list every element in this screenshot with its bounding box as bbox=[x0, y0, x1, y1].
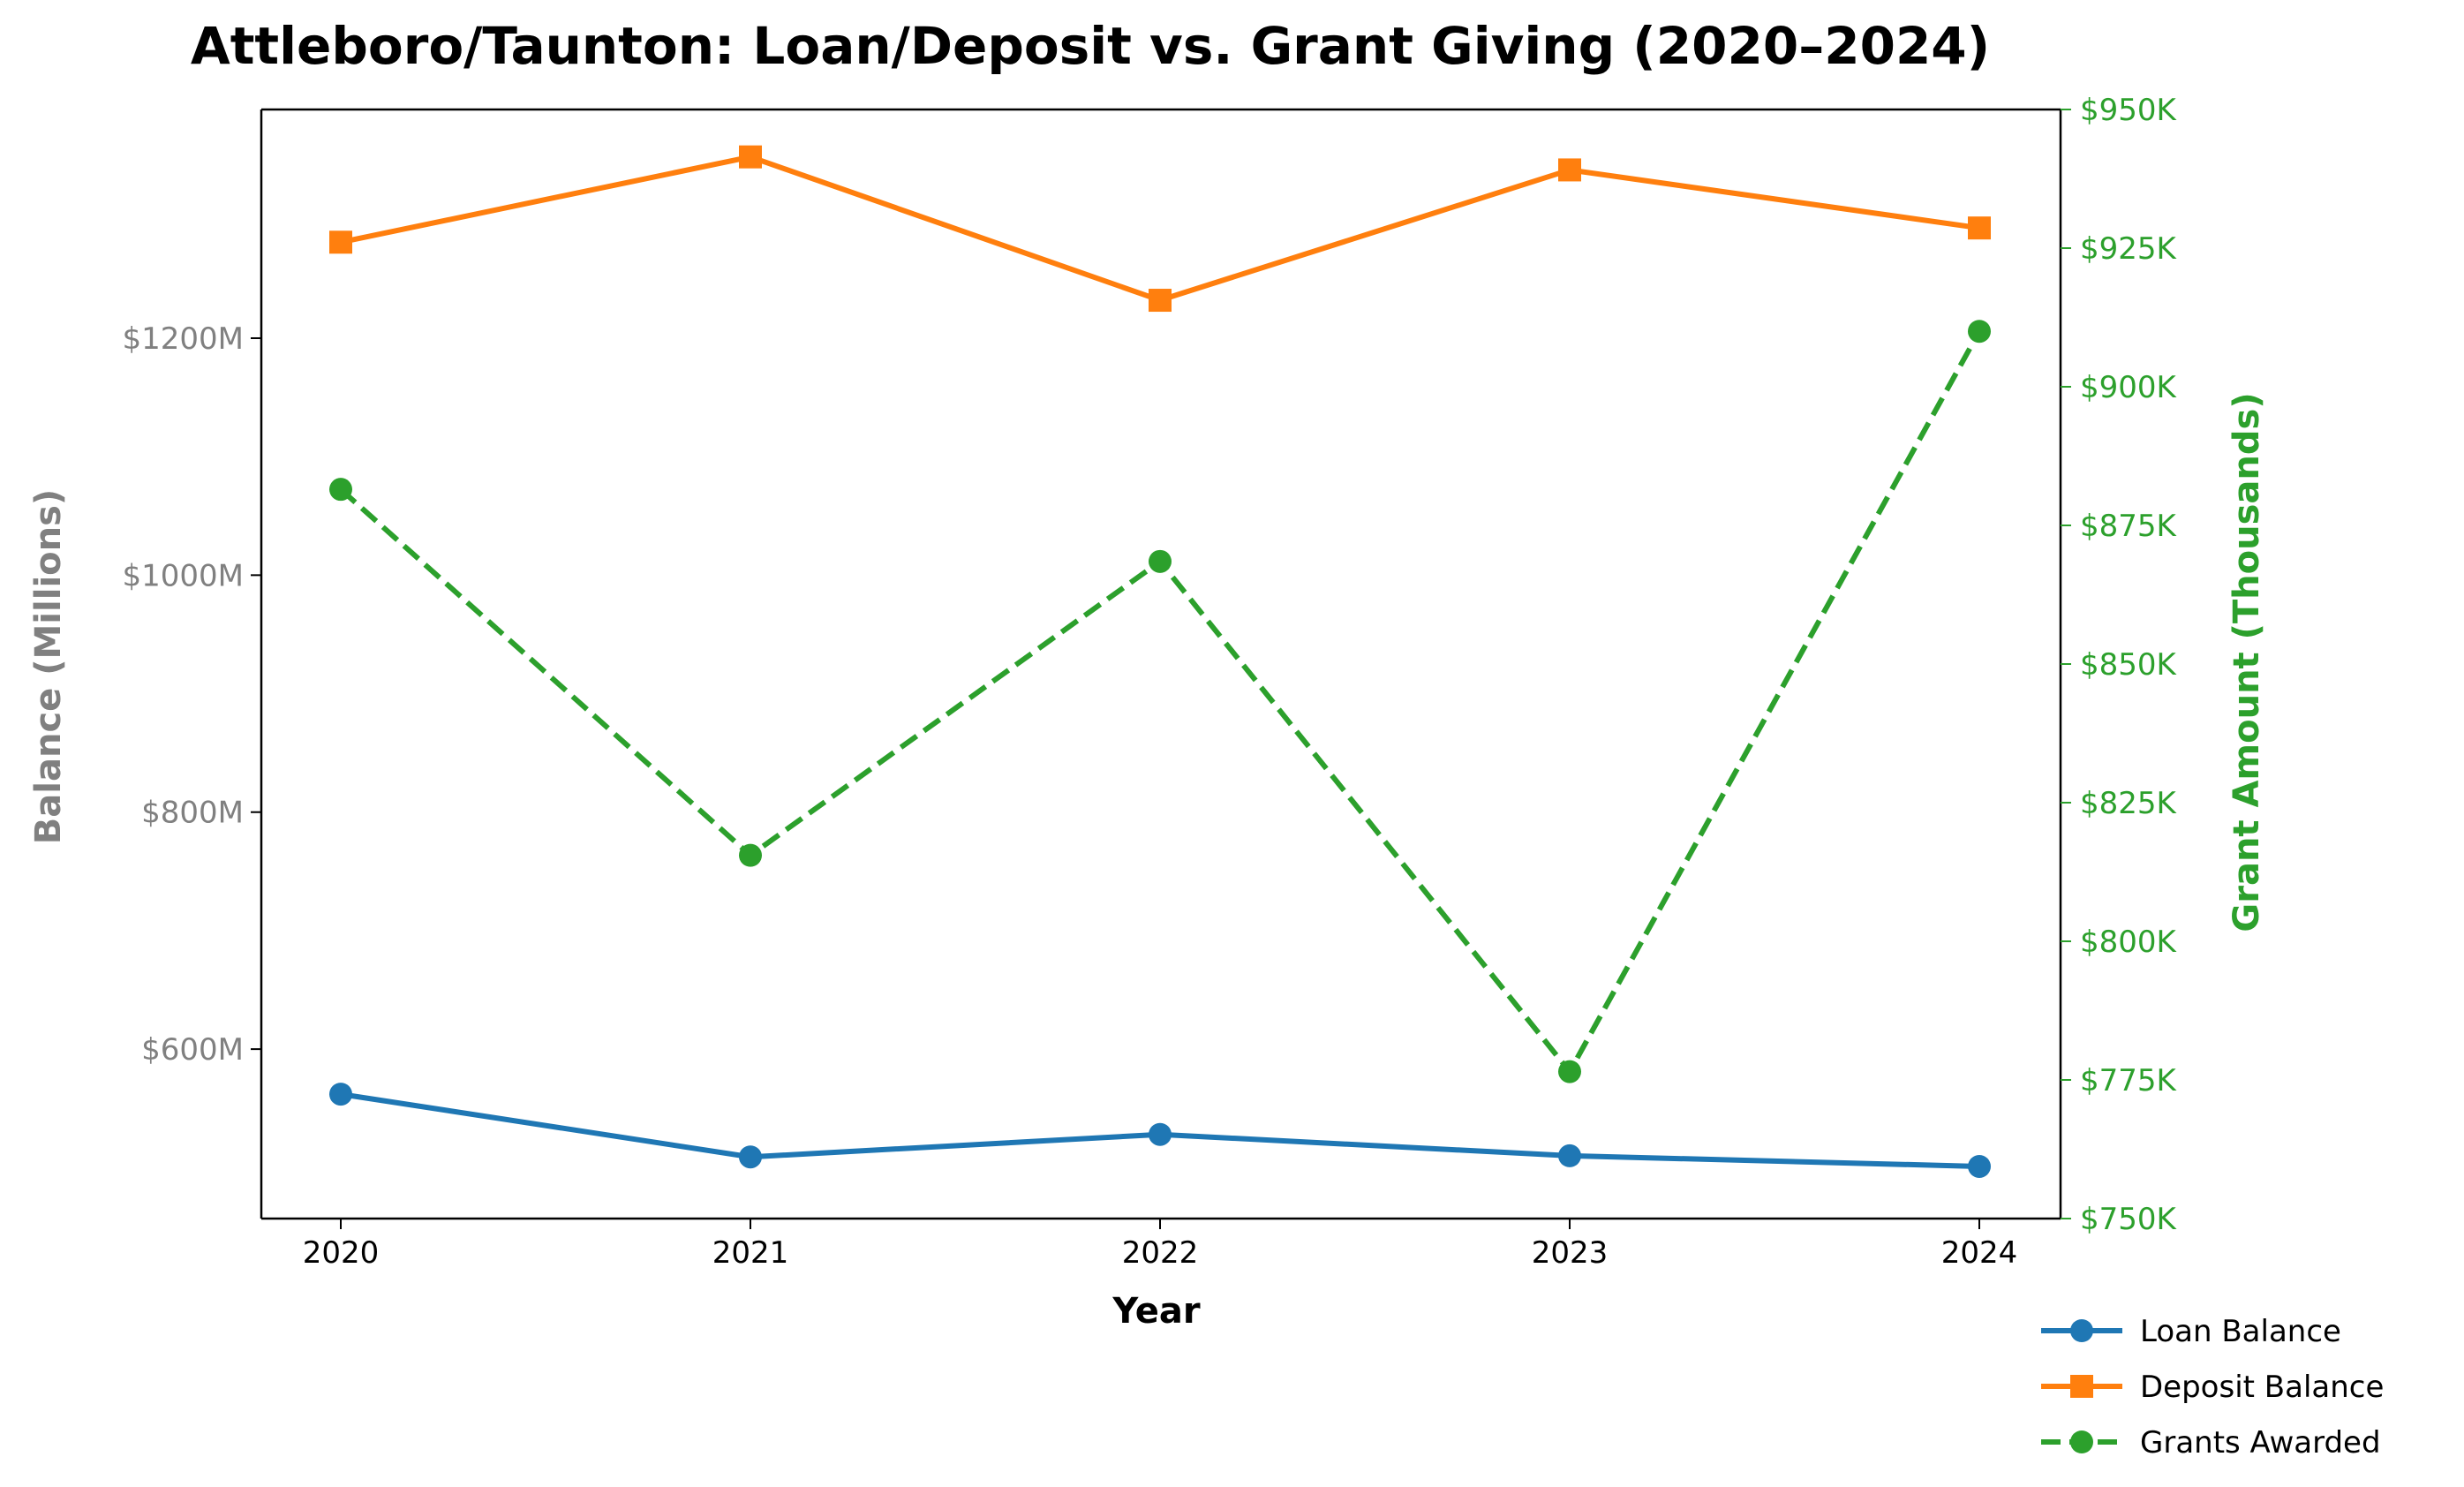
loan-balance-point bbox=[1968, 1154, 1991, 1178]
tick-labels: 2020 2021 2022 2023 2024 $600M $800M $1000M $120… bbox=[123, 93, 2178, 1271]
deposit-balance-point bbox=[1149, 289, 1172, 313]
legend-label: Grants Awarded bbox=[2140, 1425, 2381, 1461]
right-tick-label: $875K bbox=[2080, 509, 2178, 544]
left-tick-label: $1200M bbox=[123, 321, 245, 357]
deposit-balance-line bbox=[340, 154, 1980, 304]
loan-balance-point bbox=[1558, 1144, 1581, 1167]
x-tick-label: 2024 bbox=[1941, 1235, 2018, 1271]
legend-swatch-marker bbox=[2070, 1430, 2093, 1453]
legend-label: Loan Balance bbox=[2140, 1314, 2341, 1349]
right-tick-label: $825K bbox=[2080, 786, 2178, 821]
right-tick-label: $750K bbox=[2080, 1202, 2178, 1237]
x-axis-label: Year bbox=[1111, 1291, 1200, 1332]
grants-awarded-point bbox=[1968, 320, 1991, 343]
x-tick-label: 2020 bbox=[303, 1235, 380, 1271]
left-tick-label: $600M bbox=[141, 1032, 244, 1068]
deposit-balance-point bbox=[1558, 158, 1581, 182]
data-series bbox=[329, 145, 1991, 1178]
left-tick-label: $1000M bbox=[123, 558, 245, 593]
left-y-axis-label: Balance (Millions) bbox=[28, 489, 69, 844]
legend-swatch-marker bbox=[2070, 1375, 2093, 1398]
loan-balance-series bbox=[329, 1083, 1991, 1178]
loan-balance-point bbox=[1149, 1122, 1172, 1146]
x-tick-label: 2022 bbox=[1122, 1235, 1199, 1271]
right-tick-label: $925K bbox=[2080, 231, 2178, 267]
grants-awarded-point bbox=[1149, 549, 1172, 573]
loan-balance-point bbox=[739, 1145, 762, 1169]
legend-item-grants-awarded: Grants Awarded bbox=[2041, 1425, 2381, 1461]
legend-item-loan-balance: Loan Balance bbox=[2041, 1314, 2341, 1349]
grants-awarded-point bbox=[329, 478, 352, 502]
legend-label: Deposit Balance bbox=[2140, 1370, 2384, 1405]
grants-awarded-series bbox=[329, 320, 1991, 1083]
deposit-balance-point bbox=[1968, 216, 1991, 240]
grants-awarded-line bbox=[339, 329, 1982, 1075]
right-tick-label: $775K bbox=[2080, 1063, 2178, 1098]
legend-item-deposit-balance: Deposit Balance bbox=[2041, 1370, 2384, 1405]
right-tick-label: $800K bbox=[2080, 925, 2178, 960]
grants-awarded-point bbox=[739, 843, 762, 867]
axes bbox=[251, 108, 2071, 1229]
left-tick-label: $800M bbox=[141, 796, 244, 831]
chart-title: Attleboro/Taunton: Loan/Deposit vs. Gran… bbox=[190, 16, 1991, 76]
right-y-axis-label: Grant Amount (Thousands) bbox=[2227, 392, 2267, 932]
right-tick-label: $950K bbox=[2080, 93, 2178, 128]
deposit-balance-point bbox=[329, 230, 352, 254]
right-tick-label: $850K bbox=[2080, 647, 2178, 683]
right-tick-label: $900K bbox=[2080, 370, 2178, 405]
x-tick-label: 2021 bbox=[712, 1235, 789, 1271]
loan-balance-point bbox=[329, 1083, 352, 1106]
grants-awarded-point bbox=[1558, 1060, 1581, 1083]
legend-swatch-marker bbox=[2070, 1319, 2093, 1342]
deposit-balance-point bbox=[739, 145, 762, 169]
legend: Loan Balance Deposit Balance Grants Awarde… bbox=[2041, 1314, 2384, 1461]
deposit-balance-series bbox=[329, 145, 1991, 313]
x-tick-label: 2023 bbox=[1532, 1235, 1609, 1271]
